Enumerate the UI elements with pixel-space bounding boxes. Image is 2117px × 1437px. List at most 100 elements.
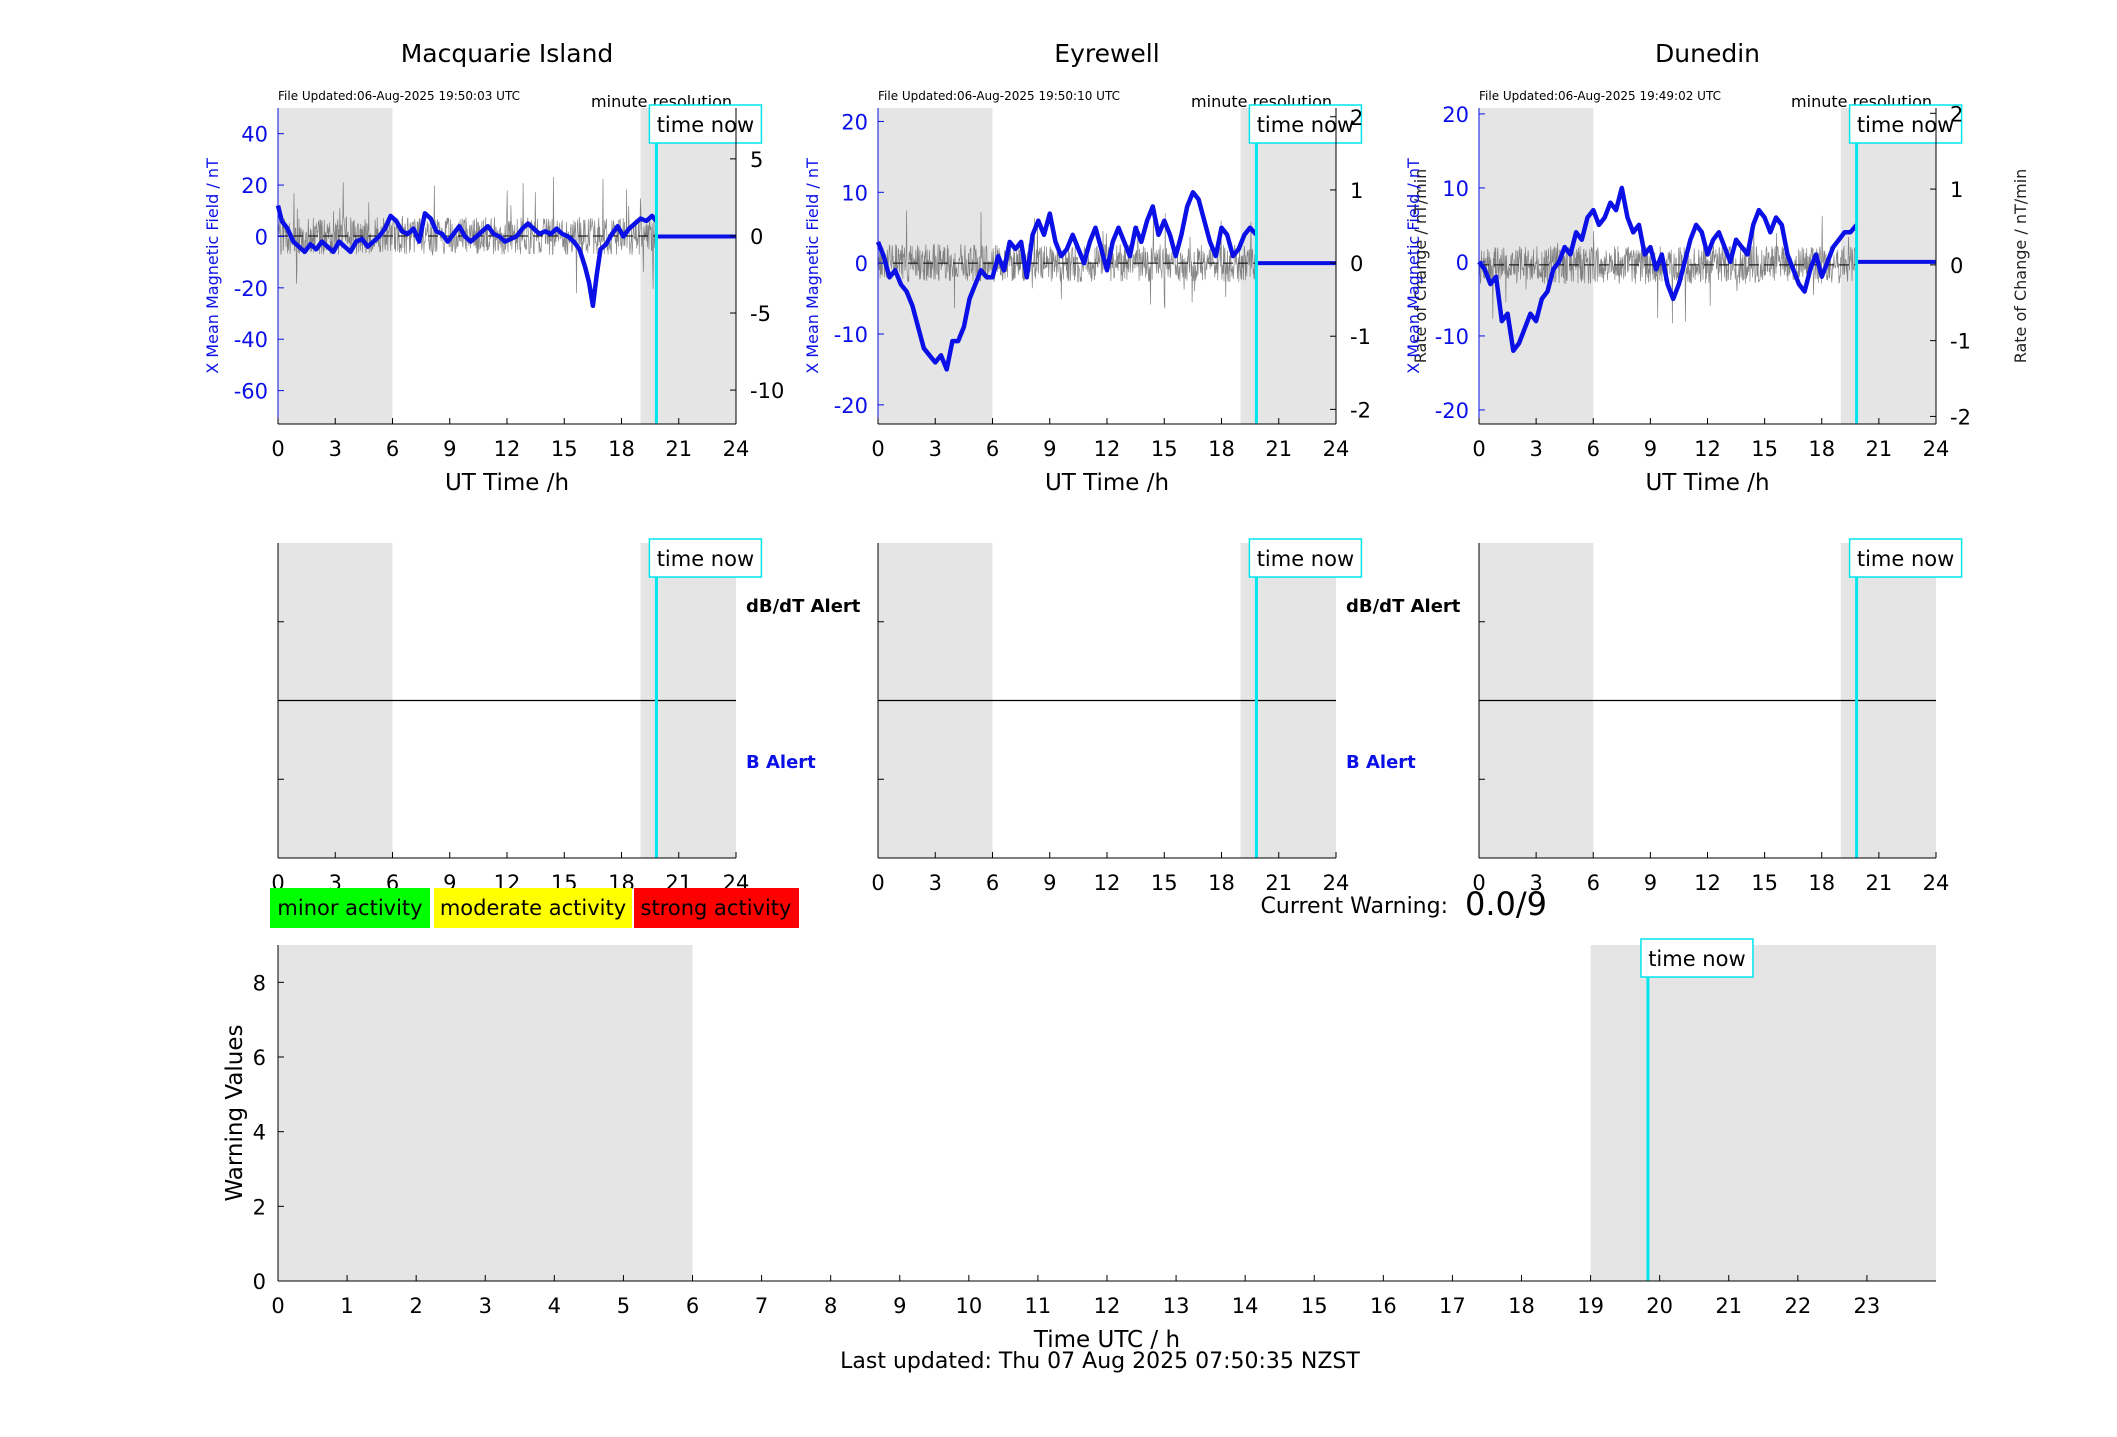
warning-x-tick-label: 8 [824,1294,837,1318]
alert-x-tick-label: 3 [1529,871,1542,895]
station-x-tick-label: 21 [665,437,692,461]
alert-time-now-label: time now [1257,547,1354,571]
alert-x-tick-label: 0 [1472,871,1485,895]
b-alert-label: B Alert [746,752,816,773]
warning-x-axis-label: Time UTC / h [1033,1327,1180,1353]
right-y-axis-label: Rate of Change / nT/min [1411,169,1430,364]
warning-x-tick-label: 16 [1370,1294,1397,1318]
chart-panels: Macquarie Island File Updated:06-Aug-2025… [203,39,2030,1353]
warning-x-tick-label: 17 [1439,1294,1466,1318]
rate-of-change-trace [277,177,657,294]
warning-x-tick-label: 6 [686,1294,699,1318]
station-x-tick-label: 0 [1472,437,1485,461]
warning-time-now-label: time now [1648,947,1745,971]
legend-strong-swatch [634,888,799,928]
right-y-tick-label: 1 [1950,178,1963,202]
station-x-tick-label: 0 [271,437,284,461]
warning-x-tick-label: 23 [1854,1294,1881,1318]
left-y-axis-label: X Mean Magnetic Field / nT [803,158,822,374]
alert-time-now-label: time now [657,547,754,571]
alert-time-now-box [1848,538,1963,578]
b-alert-label: B Alert [1346,752,1416,773]
alert-x-tick-label: 6 [1587,871,1600,895]
legend-strong-label: strong activity [641,896,792,920]
warning-x-tick-label: 0 [271,1294,284,1318]
station-x-tick-label: 6 [386,437,399,461]
right-y-tick-label: -5 [750,302,771,326]
station-x-tick-label: 21 [1265,437,1292,461]
file-updated-text: File Updated:06-Aug-2025 19:49:02 UTC [1479,89,1721,103]
station-x-tick-label: 9 [443,437,456,461]
right-y-tick-label: -1 [1950,330,1971,354]
legend-minor-label: minor activity [277,896,422,920]
right-y-tick-label: -1 [1350,325,1371,349]
left-y-tick-label: 10 [841,181,868,205]
warning-x-tick-label: 19 [1577,1294,1604,1318]
left-y-tick-label: 0 [855,252,868,276]
station-x-tick-label: 6 [1587,437,1600,461]
station-shaded-region [640,108,736,424]
left-y-tick-label: 20 [1442,103,1469,127]
left-y-tick-label: -20 [1435,399,1469,423]
alert-x-tick-label: 6 [986,871,999,895]
station-time-now-box [1248,104,1363,144]
alert-time-now-box [1248,538,1363,578]
left-y-tick-label: 20 [241,174,268,198]
left-y-tick-label: 0 [255,225,268,249]
alert-panel-3: time now 0 3 6 9 12 15 18 21 24 [1472,538,1963,895]
station-x-tick-label: 0 [871,437,884,461]
warning-shaded-region [1590,945,1936,1281]
right-y-tick-label: 2 [1950,102,1963,126]
left-y-tick-label: 40 [241,123,268,147]
station-title: Macquarie Island [401,39,614,68]
warning-time-now-box [1640,938,1754,978]
x-axis-label: UT Time /h [1045,470,1169,496]
alert-x-tick-label: 12 [1094,871,1121,895]
right-y-tick-label: -2 [1350,398,1371,422]
alert-x-tick-label: 21 [1866,871,1893,895]
warning-y-tick-label: 8 [253,971,266,995]
right-y-tick-label: 0 [1950,254,1963,278]
alert-x-tick-label: 9 [1644,871,1657,895]
station-time-now-label: time now [657,113,754,137]
right-y-tick-label: 1 [1350,179,1363,203]
alert-time-now-box [648,538,763,578]
warning-x-tick-label: 4 [548,1294,561,1318]
station-x-tick-label: 24 [723,437,750,461]
warning-y-axis-label: Warning Values [222,1024,248,1201]
activity-legend: minor activity moderate activity strong … [270,888,799,928]
station-time-now-box [648,104,763,144]
left-y-tick-label: 10 [1442,177,1469,201]
station-x-tick-label: 24 [1323,437,1350,461]
station-panel-2: Eyrewell File Updated:06-Aug-2025 19:50:1… [803,39,1430,496]
warning-shaded-region [278,945,693,1281]
left-y-tick-label: -60 [234,380,268,404]
alert-x-tick-label: 24 [1323,871,1350,895]
left-y-tick-label: 0 [1456,251,1469,275]
file-updated-text: File Updated:06-Aug-2025 19:50:03 UTC [278,89,520,103]
left-y-tick-label: -20 [834,394,868,418]
left-y-tick-label: 20 [841,110,868,134]
right-y-tick-label: 5 [750,148,763,172]
station-x-tick-label: 18 [608,437,635,461]
warning-x-tick-label: 22 [1784,1294,1811,1318]
x-axis-label: UT Time /h [445,470,569,496]
right-y-tick-label: 2 [1350,106,1363,130]
station-time-now-label: time now [1857,113,1954,137]
last-updated-text: Last updated: Thu 07 Aug 2025 07:50:35 N… [840,1349,1360,1374]
station-x-tick-label: 3 [929,437,942,461]
warning-y-tick-label: 2 [253,1195,266,1219]
alert-x-tick-label: 18 [1208,871,1235,895]
alert-x-tick-label: 15 [1151,871,1178,895]
legend-moderate-swatch [434,888,632,928]
station-x-tick-label: 3 [329,437,342,461]
right-y-tick-label: 0 [750,225,763,249]
warning-x-tick-label: 5 [617,1294,630,1318]
station-panel-3: Dunedin File Updated:06-Aug-2025 19:49:02… [1404,39,2030,496]
left-y-tick-label: -10 [834,323,868,347]
dbdt-alert-label: dB/dT Alert [1346,596,1461,617]
warning-x-tick-label: 2 [409,1294,422,1318]
alert-x-tick-label: 24 [1923,871,1950,895]
